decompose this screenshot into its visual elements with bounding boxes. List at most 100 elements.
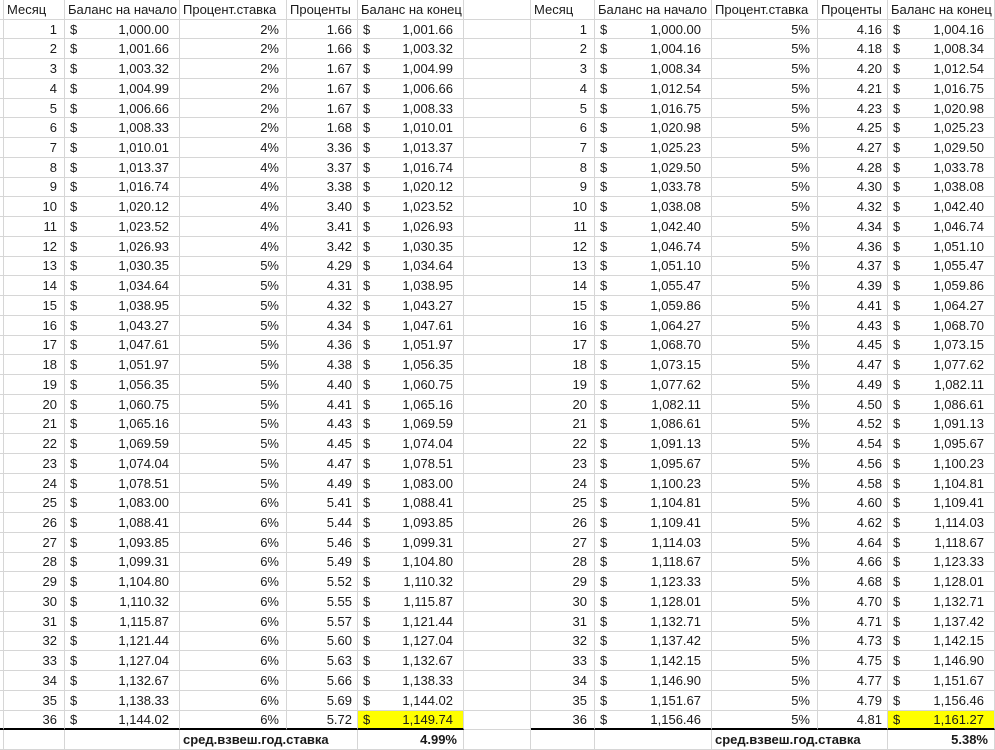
month-cell[interactable]: 1 <box>531 19 595 40</box>
rate-cell[interactable]: 5% <box>712 78 818 99</box>
interest-cell[interactable]: 4.47 <box>287 453 358 474</box>
rate-cell[interactable]: 5% <box>180 374 287 395</box>
end-balance-cell[interactable]: $1,030.35 <box>358 236 464 257</box>
end-balance-cell[interactable]: $1,138.33 <box>358 671 464 691</box>
month-cell[interactable]: 32 <box>531 631 595 652</box>
rate-cell[interactable]: 6% <box>180 710 287 731</box>
end-balance-cell[interactable]: $1,065.16 <box>358 394 464 415</box>
end-balance-cell[interactable]: $1,086.61 <box>888 394 995 415</box>
start-balance-cell[interactable]: $1,051.10 <box>595 256 712 277</box>
month-cell[interactable]: 1 <box>4 19 65 40</box>
start-balance-cell[interactable]: $1,029.50 <box>595 157 712 178</box>
end-balance-cell[interactable]: $1,073.15 <box>888 335 995 356</box>
month-cell[interactable]: 26 <box>4 513 65 533</box>
interest-cell[interactable]: 5.57 <box>287 611 358 632</box>
end-balance-cell[interactable]: $1,012.54 <box>888 59 995 79</box>
interest-cell[interactable]: 1.68 <box>287 118 358 139</box>
interest-cell[interactable]: 3.36 <box>287 138 358 158</box>
start-balance-cell[interactable]: $1,104.80 <box>65 572 180 593</box>
rate-cell[interactable]: 5% <box>712 690 818 711</box>
month-cell[interactable]: 4 <box>531 78 595 99</box>
month-cell[interactable]: 4 <box>4 78 65 99</box>
end-balance-cell[interactable]: $1,059.86 <box>888 276 995 297</box>
start-balance-cell[interactable]: $1,038.95 <box>65 296 180 316</box>
rate-cell[interactable]: 5% <box>712 138 818 158</box>
month-cell[interactable]: 15 <box>4 296 65 316</box>
end-balance-cell[interactable]: $1,118.67 <box>888 532 995 553</box>
end-balance-cell[interactable]: $1,016.74 <box>358 157 464 178</box>
start-balance-cell[interactable]: $1,099.31 <box>65 552 180 573</box>
end-balance-cell[interactable]: $1,010.01 <box>358 118 464 139</box>
interest-cell[interactable]: 4.49 <box>818 374 888 395</box>
month-cell[interactable]: 6 <box>531 118 595 139</box>
interest-cell[interactable]: 4.16 <box>818 19 888 40</box>
rate-cell[interactable]: 5% <box>712 671 818 691</box>
rate-cell[interactable]: 5% <box>712 98 818 119</box>
rate-cell[interactable]: 4% <box>180 236 287 257</box>
rate-cell[interactable]: 5% <box>712 118 818 139</box>
month-cell[interactable]: 36 <box>4 710 65 731</box>
end-balance-cell[interactable]: $1,095.67 <box>888 434 995 454</box>
month-cell[interactable]: 26 <box>531 513 595 533</box>
rate-cell[interactable]: 5% <box>712 335 818 356</box>
start-balance-cell[interactable]: $1,069.59 <box>65 434 180 454</box>
interest-cell[interactable]: 4.66 <box>818 552 888 573</box>
rate-cell[interactable]: 5% <box>712 355 818 375</box>
end-balance-cell[interactable]: $1,069.59 <box>358 414 464 435</box>
rate-cell[interactable]: 6% <box>180 651 287 672</box>
end-balance-cell[interactable]: $1,115.87 <box>358 592 464 612</box>
start-balance-cell[interactable]: $1,046.74 <box>595 236 712 257</box>
rate-cell[interactable]: 4% <box>180 138 287 158</box>
end-balance-cell[interactable]: $1,003.32 <box>358 39 464 60</box>
start-balance-cell[interactable]: $1,059.86 <box>595 296 712 316</box>
end-balance-cell[interactable]: $1,055.47 <box>888 256 995 277</box>
interest-cell[interactable]: 5.66 <box>287 671 358 691</box>
end-balance-cell-highlighted[interactable]: $1,161.27 <box>888 710 995 731</box>
month-cell[interactable]: 8 <box>531 157 595 178</box>
start-balance-cell[interactable]: $1,095.67 <box>595 453 712 474</box>
interest-cell[interactable]: 5.46 <box>287 532 358 553</box>
end-balance-cell[interactable]: $1,026.93 <box>358 217 464 237</box>
start-balance-cell[interactable]: $1,001.66 <box>65 39 180 60</box>
start-balance-cell[interactable]: $1,144.02 <box>65 710 180 731</box>
rate-cell[interactable]: 5% <box>712 592 818 612</box>
end-balance-cell[interactable]: $1,038.95 <box>358 276 464 297</box>
end-balance-cell[interactable]: $1,033.78 <box>888 157 995 178</box>
month-cell[interactable]: 33 <box>4 651 65 672</box>
header-cell-start-balance[interactable]: Баланс на начало <box>595 0 712 20</box>
start-balance-cell[interactable]: $1,078.51 <box>65 473 180 494</box>
interest-cell[interactable]: 1.67 <box>287 98 358 119</box>
interest-cell[interactable]: 4.45 <box>287 434 358 454</box>
start-balance-cell[interactable]: $1,004.16 <box>595 39 712 60</box>
month-cell[interactable]: 31 <box>531 611 595 632</box>
header-cell-interest[interactable]: Проценты <box>818 0 888 20</box>
end-balance-cell[interactable]: $1,144.02 <box>358 690 464 711</box>
month-cell[interactable]: 10 <box>4 197 65 218</box>
start-balance-cell[interactable]: $1,051.97 <box>65 355 180 375</box>
month-cell[interactable]: 32 <box>4 631 65 652</box>
start-balance-cell[interactable]: $1,010.01 <box>65 138 180 158</box>
month-cell[interactable]: 8 <box>4 157 65 178</box>
end-balance-cell[interactable]: $1,156.46 <box>888 690 995 711</box>
month-cell[interactable]: 33 <box>531 651 595 672</box>
start-balance-cell[interactable]: $1,146.90 <box>595 671 712 691</box>
end-balance-cell[interactable]: $1,110.32 <box>358 572 464 593</box>
interest-cell[interactable]: 4.27 <box>818 138 888 158</box>
interest-cell[interactable]: 4.62 <box>818 513 888 533</box>
end-balance-cell[interactable]: $1,008.33 <box>358 98 464 119</box>
summary-value-cell[interactable]: 4.99% <box>358 730 464 750</box>
interest-cell[interactable]: 4.23 <box>818 98 888 119</box>
rate-cell[interactable]: 5% <box>712 177 818 198</box>
month-cell[interactable]: 25 <box>531 493 595 514</box>
month-cell[interactable]: 28 <box>531 552 595 573</box>
end-balance-cell[interactable]: $1,121.44 <box>358 611 464 632</box>
rate-cell[interactable]: 5% <box>712 434 818 454</box>
end-balance-cell[interactable]: $1,064.27 <box>888 296 995 316</box>
rate-cell[interactable]: 6% <box>180 592 287 612</box>
end-balance-cell[interactable]: $1,093.85 <box>358 513 464 533</box>
empty-cell[interactable] <box>595 730 712 750</box>
start-balance-cell[interactable]: $1,055.47 <box>595 276 712 297</box>
start-balance-cell[interactable]: $1,137.42 <box>595 631 712 652</box>
header-cell-rate[interactable]: Процент.ставка <box>712 0 818 20</box>
interest-cell[interactable]: 3.40 <box>287 197 358 218</box>
